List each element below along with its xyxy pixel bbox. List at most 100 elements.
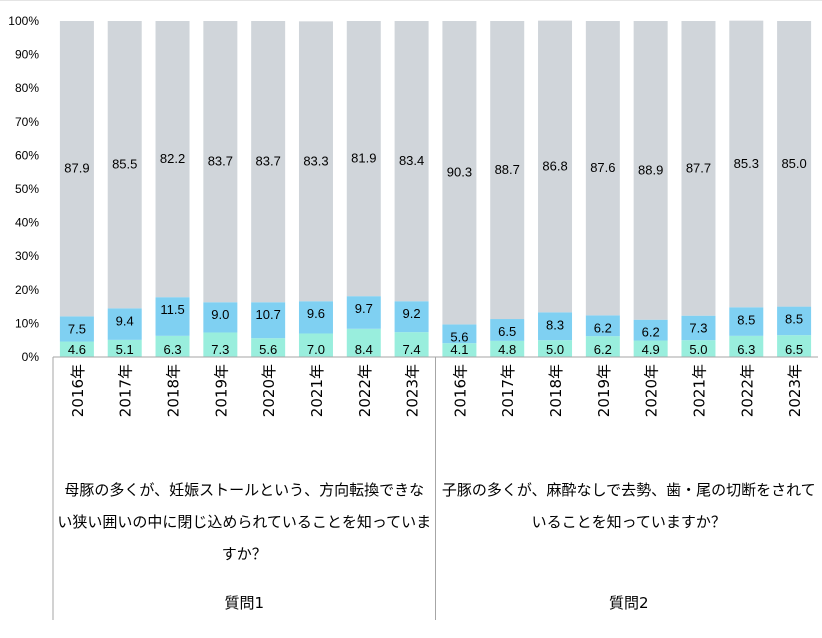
- bar-segment-bottom: [394, 332, 429, 357]
- x-tick-label: 2023年: [404, 364, 422, 417]
- data-label-bottom: 4.6: [68, 342, 86, 357]
- top-border: [0, 0, 822, 1]
- data-label-bottom: 5.0: [546, 342, 564, 357]
- group-1-question: 母豚の多くが、妊娠ストールという、方向転換できない狭い囲いの中に閉じ込められてい…: [57, 481, 432, 563]
- bar-segment-top: [633, 21, 668, 320]
- data-label-top: 87.9: [64, 161, 89, 176]
- bar-segment-bottom: [442, 343, 477, 357]
- bar-segment-top: [490, 21, 525, 320]
- data-label-top: 90.3: [447, 165, 472, 180]
- bar-segment-bottom: [203, 332, 238, 357]
- bar-segment-bottom: [777, 335, 812, 357]
- data-label-top: 88.7: [495, 162, 520, 177]
- data-label-middle: 7.3: [689, 321, 707, 336]
- bar-segment-middle: [298, 301, 333, 334]
- x-tick-label: 2018年: [547, 364, 565, 417]
- data-label-middle: 9.6: [307, 306, 325, 321]
- data-label-bottom: 4.9: [642, 342, 660, 357]
- y-tick-label: 20%: [15, 283, 39, 297]
- bar-segment-top: [681, 21, 716, 316]
- y-tick-label: 90%: [15, 48, 39, 62]
- x-tick-label: 2019年: [212, 364, 230, 417]
- data-label-bottom: 6.3: [163, 342, 181, 357]
- data-label-middle: 6.2: [594, 320, 612, 335]
- bar-segment-middle: [538, 312, 573, 341]
- data-label-top: 83.7: [256, 154, 281, 169]
- data-label-top: 83.4: [399, 153, 424, 168]
- data-label-bottom: 5.1: [116, 342, 134, 357]
- bar-segment-bottom: [490, 340, 525, 357]
- data-label-top: 83.7: [208, 154, 233, 169]
- data-label-middle: 6.2: [642, 325, 660, 340]
- bar-segment-middle: [59, 316, 94, 342]
- bar-segment-bottom: [155, 335, 190, 357]
- bar-segment-top: [538, 20, 573, 313]
- data-label-bottom: 4.1: [450, 342, 468, 357]
- data-label-bottom: 6.5: [785, 342, 803, 357]
- group-2-name: 質問2: [608, 594, 649, 612]
- data-label-bottom: 5.6: [259, 342, 277, 357]
- x-tick-label: 2020年: [260, 364, 278, 417]
- data-label-top: 83.3: [303, 153, 328, 168]
- bar-segment-bottom: [633, 340, 668, 357]
- data-label-middle: 5.6: [450, 329, 468, 344]
- bar-segment-middle: [251, 302, 286, 339]
- y-tick-label: 60%: [15, 148, 39, 162]
- data-label-middle: 6.5: [498, 324, 516, 339]
- data-label-bottom: 4.8: [498, 342, 516, 357]
- x-tick-label: 2018年: [165, 364, 183, 417]
- bar-segment-top: [394, 21, 429, 302]
- x-tick-label: 2017年: [117, 364, 135, 417]
- data-label-bottom: 7.3: [211, 342, 229, 357]
- data-label-middle: 8.5: [785, 312, 803, 327]
- bar-segment-top: [442, 21, 477, 325]
- data-label-middle: 8.5: [737, 312, 755, 327]
- group-2-question: 子豚の多くが、麻酔なしで去勢、歯・尾の切断をされていることを知っていますか？: [441, 481, 816, 531]
- y-tick-label: 50%: [15, 182, 39, 196]
- bar-segment-bottom: [585, 336, 620, 357]
- data-label-top: 82.2: [160, 151, 185, 166]
- bar-segment-middle: [681, 315, 716, 341]
- data-label-bottom: 7.4: [403, 342, 421, 357]
- x-tick-label: 2021年: [690, 364, 708, 417]
- data-label-bottom: 5.0: [689, 342, 707, 357]
- y-tick-label: 10%: [15, 316, 39, 330]
- bar-segment-top: [729, 20, 764, 308]
- bar-segment-middle: [490, 319, 525, 341]
- bar-segment-middle: [155, 297, 190, 336]
- bar-segment-top: [155, 21, 190, 298]
- bar-segment-middle: [585, 315, 620, 337]
- bar-segment-bottom: [107, 339, 142, 357]
- data-label-top: 85.3: [734, 156, 759, 171]
- data-label-middle: 7.5: [68, 321, 86, 336]
- bar-segment-middle: [729, 307, 764, 336]
- data-label-top: 85.5: [112, 157, 137, 172]
- data-label-top: 81.9: [351, 151, 376, 166]
- bar-segment-top: [585, 21, 620, 316]
- y-tick-label: 80%: [15, 81, 39, 95]
- data-label-top: 87.7: [686, 160, 711, 175]
- data-label-middle: 9.2: [403, 306, 421, 321]
- data-label-middle: 9.4: [116, 313, 134, 328]
- data-label-bottom: 7.0: [307, 342, 325, 357]
- group-1-name: 質問1: [224, 594, 265, 612]
- y-tick-label: 100%: [8, 14, 39, 28]
- bar-segment-bottom: [251, 338, 286, 357]
- x-tick-label: 2016年: [69, 364, 87, 417]
- bar-segment-bottom: [59, 341, 94, 357]
- bar-segment-bottom: [346, 328, 381, 357]
- data-label-top: 86.8: [542, 158, 567, 173]
- bar-segment-top: [251, 21, 286, 303]
- data-label-middle: 9.0: [211, 307, 229, 322]
- bar-segment-top: [346, 21, 381, 297]
- bar-segment-top: [298, 21, 333, 302]
- data-label-bottom: 8.4: [355, 342, 373, 357]
- x-tick-label: 2016年: [451, 364, 469, 417]
- data-label-middle: 9.7: [355, 301, 373, 316]
- bar-segment-bottom: [538, 340, 573, 357]
- data-label-bottom: 6.3: [737, 342, 755, 357]
- y-tick-label: 0%: [22, 350, 40, 364]
- y-tick-label: 40%: [15, 216, 39, 230]
- bar-segment-bottom: [298, 333, 333, 357]
- x-tick-label: 2017年: [499, 364, 517, 417]
